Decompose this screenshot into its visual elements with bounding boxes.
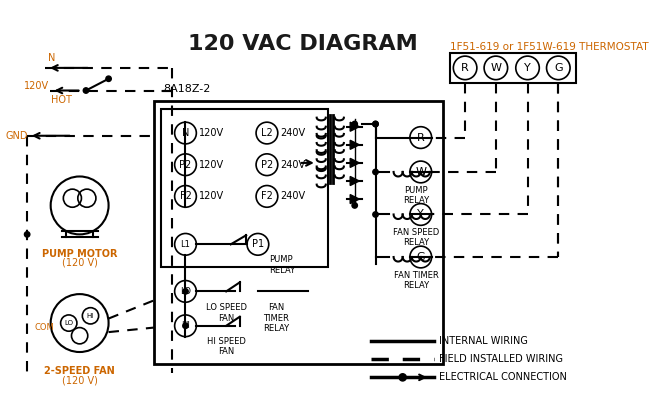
Text: INTERNAL WIRING: INTERNAL WIRING — [439, 336, 528, 346]
Text: 2-SPEED FAN: 2-SPEED FAN — [44, 367, 115, 377]
Text: (120 V): (120 V) — [62, 375, 98, 385]
Text: F2: F2 — [180, 191, 192, 202]
Text: HI SPEED
FAN: HI SPEED FAN — [207, 336, 246, 356]
Text: 120V: 120V — [199, 191, 224, 202]
Text: R: R — [417, 132, 425, 142]
Text: W: W — [415, 167, 426, 177]
Text: 120V: 120V — [199, 160, 224, 170]
Text: 240V: 240V — [281, 160, 306, 170]
Text: G: G — [417, 252, 425, 262]
Text: N: N — [48, 53, 55, 63]
Text: P2: P2 — [261, 160, 273, 170]
Text: LO SPEED
FAN: LO SPEED FAN — [206, 303, 247, 323]
Text: N: N — [182, 128, 189, 138]
Text: 120V: 120V — [23, 81, 49, 91]
Polygon shape — [350, 122, 359, 131]
Circle shape — [83, 88, 88, 93]
Text: 1F51-619 or 1F51W-619 THERMOSTAT: 1F51-619 or 1F51W-619 THERMOSTAT — [450, 42, 649, 52]
Text: G: G — [554, 63, 563, 73]
Bar — [154, 101, 444, 364]
Text: 120V: 120V — [199, 128, 224, 138]
Circle shape — [373, 121, 379, 127]
Text: W: W — [490, 63, 501, 73]
Text: 8A18Z-2: 8A18Z-2 — [163, 84, 210, 94]
Bar — [161, 109, 328, 267]
Bar — [450, 52, 576, 83]
Circle shape — [183, 289, 188, 294]
Polygon shape — [350, 194, 359, 204]
Text: COM: COM — [35, 323, 54, 332]
Text: HOT: HOT — [51, 95, 72, 105]
Circle shape — [106, 76, 111, 81]
Text: PUMP
RELAY: PUMP RELAY — [403, 186, 429, 205]
Polygon shape — [350, 176, 359, 186]
Circle shape — [373, 121, 379, 127]
Circle shape — [373, 212, 379, 217]
Circle shape — [399, 374, 406, 381]
Text: PUMP MOTOR: PUMP MOTOR — [42, 249, 117, 259]
Circle shape — [183, 323, 188, 328]
Text: FAN TIMER
RELAY: FAN TIMER RELAY — [394, 271, 439, 290]
Text: 240V: 240V — [281, 191, 306, 202]
Text: P1: P1 — [252, 239, 264, 249]
Text: LO: LO — [64, 320, 73, 326]
Text: 120 VAC DIAGRAM: 120 VAC DIAGRAM — [188, 34, 418, 54]
Text: FIELD INSTALLED WIRING: FIELD INSTALLED WIRING — [439, 354, 563, 364]
Text: R: R — [461, 63, 469, 73]
Text: HI: HI — [181, 321, 190, 330]
Circle shape — [24, 232, 30, 237]
Text: (120 V): (120 V) — [62, 258, 98, 268]
Circle shape — [352, 203, 357, 208]
Text: L1: L1 — [180, 240, 190, 249]
Circle shape — [373, 169, 379, 175]
Text: HI: HI — [87, 313, 94, 319]
Text: L2: L2 — [261, 128, 273, 138]
Text: FAN SPEED
RELAY: FAN SPEED RELAY — [393, 228, 440, 248]
Text: ELECTRICAL CONNECTION: ELECTRICAL CONNECTION — [439, 372, 567, 383]
Polygon shape — [350, 158, 359, 168]
Circle shape — [352, 121, 357, 127]
Text: P2: P2 — [180, 160, 192, 170]
Text: F2: F2 — [261, 191, 273, 202]
Text: GND: GND — [5, 131, 27, 141]
Text: 240V: 240V — [281, 128, 306, 138]
Text: FAN
TIMER
RELAY: FAN TIMER RELAY — [263, 303, 289, 333]
Text: Y: Y — [417, 210, 424, 220]
Polygon shape — [350, 140, 359, 149]
Text: Y: Y — [524, 63, 531, 73]
Text: LO: LO — [180, 287, 191, 296]
Text: PUMP
RELAY: PUMP RELAY — [269, 255, 295, 274]
